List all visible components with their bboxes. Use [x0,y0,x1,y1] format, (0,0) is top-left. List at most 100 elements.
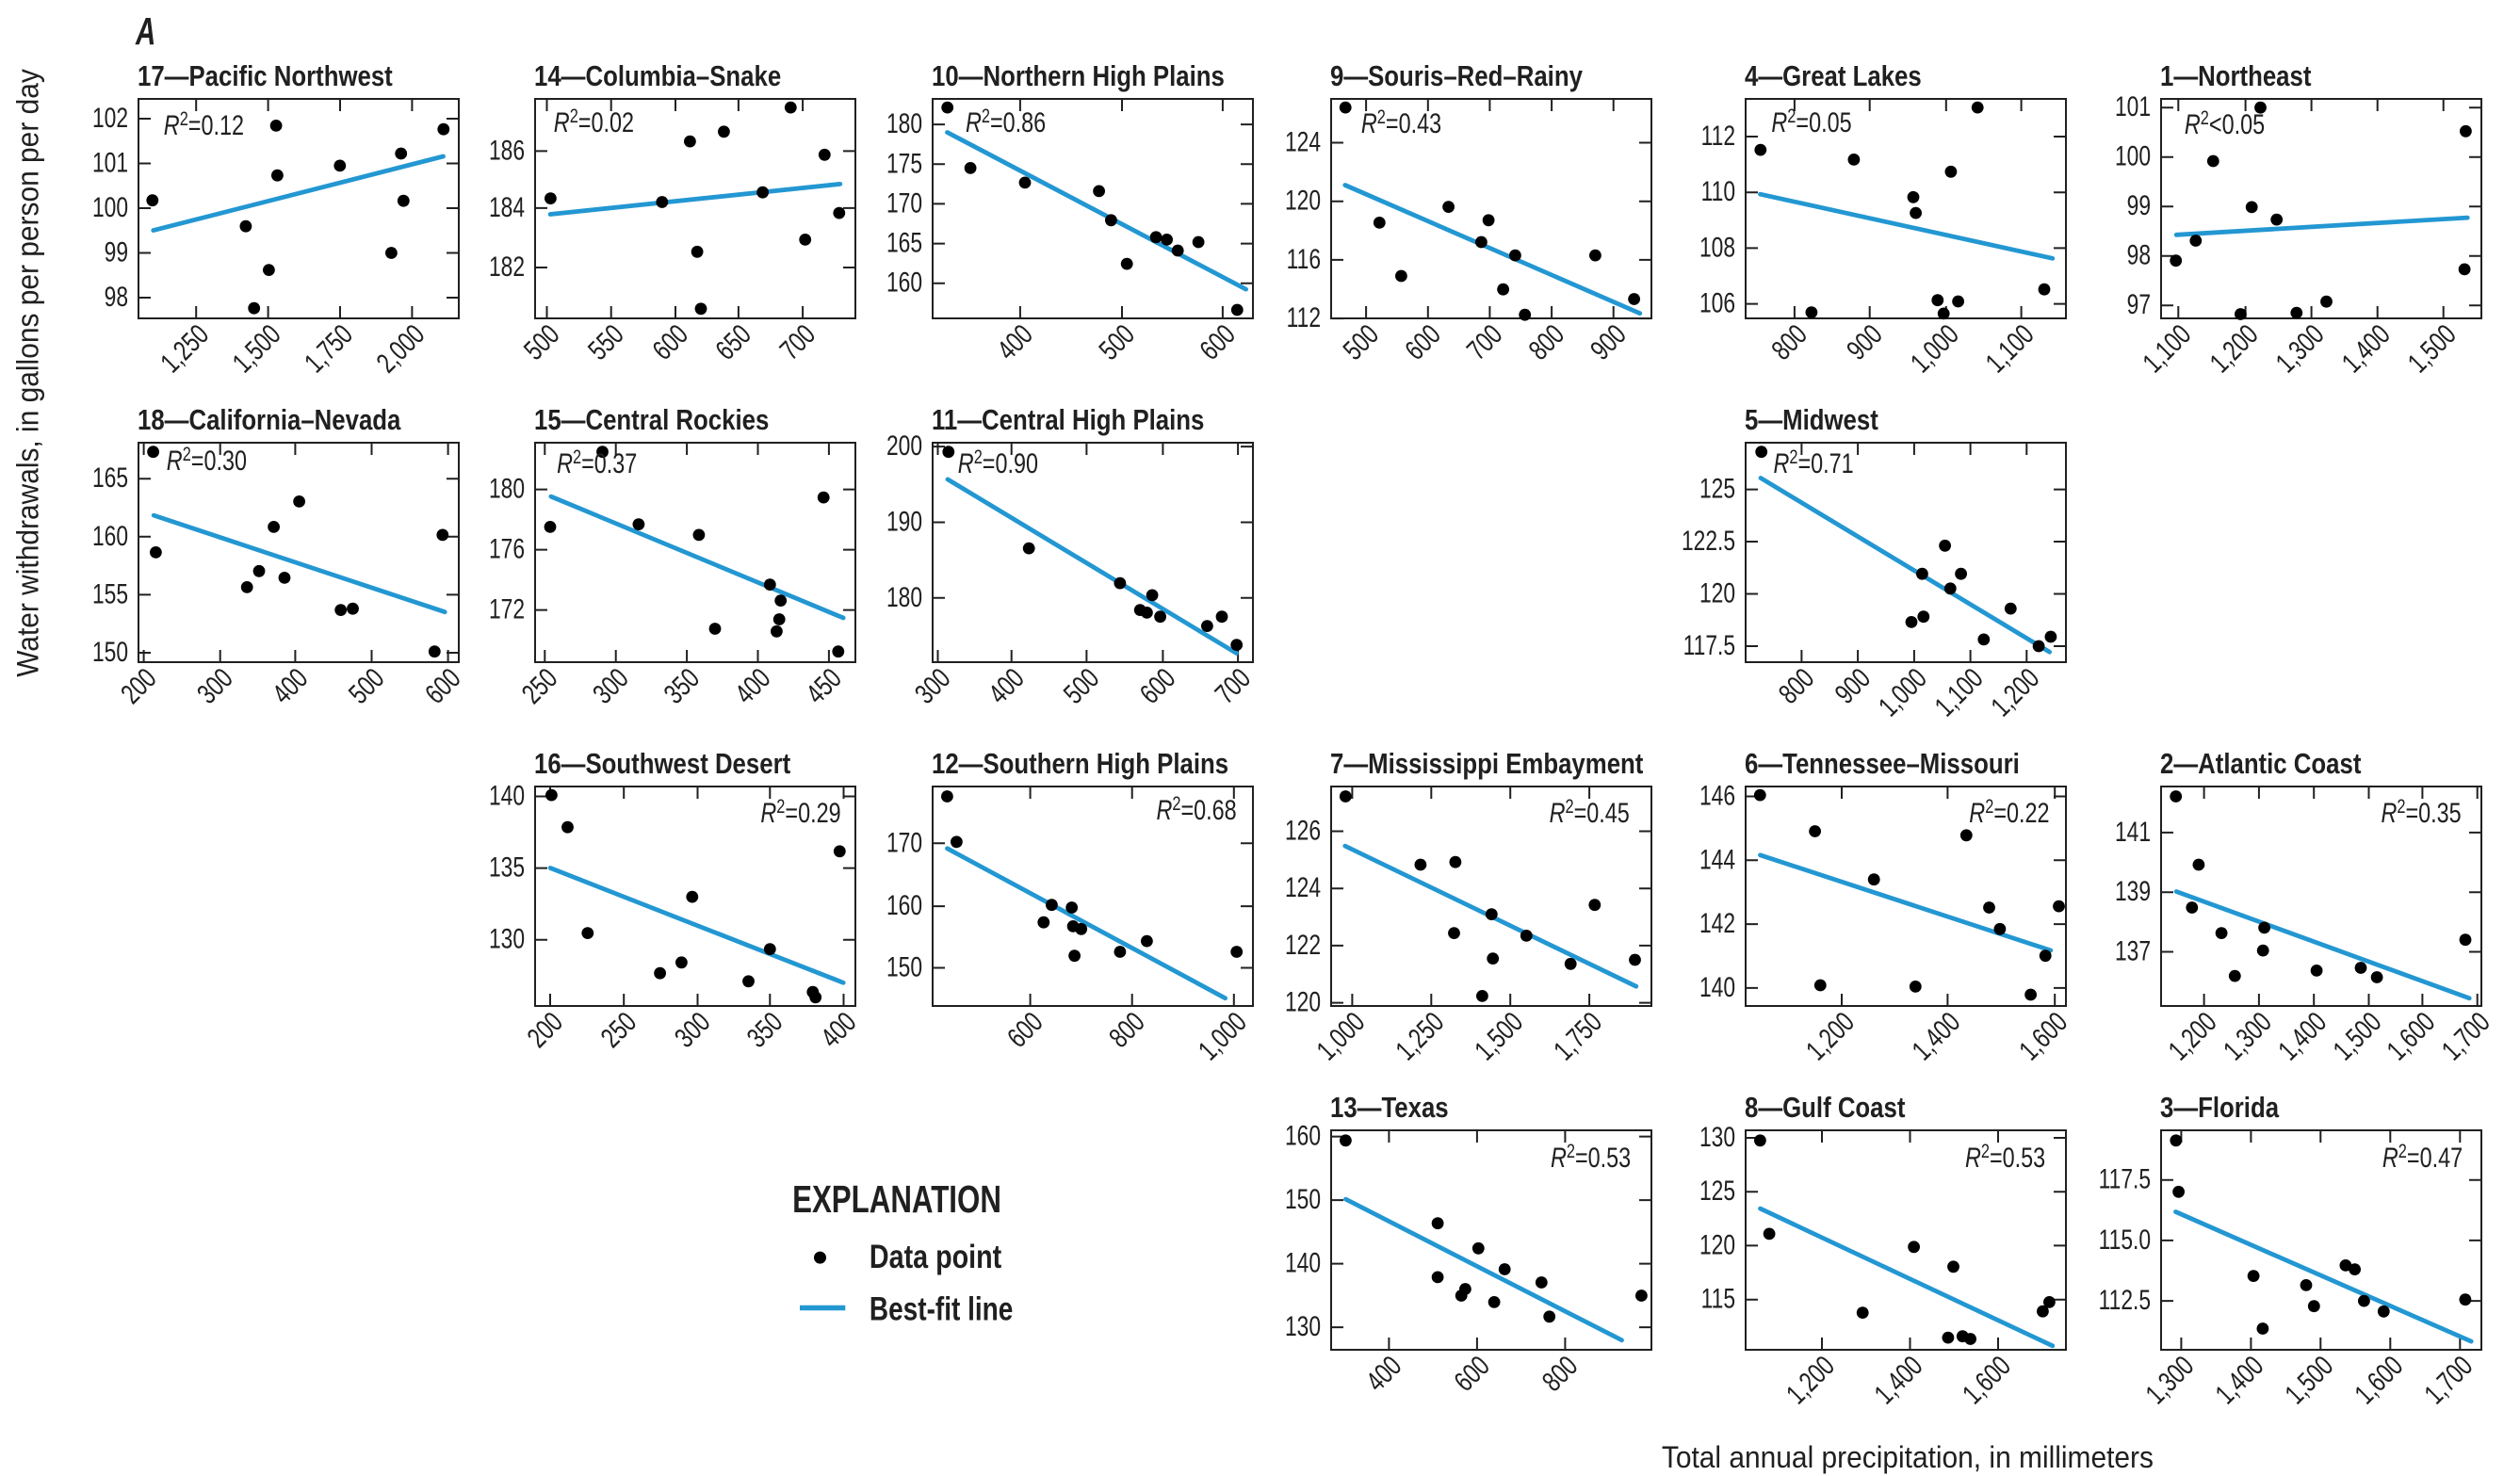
svg-text:R2=0.43: R2=0.43 [1361,105,1441,139]
svg-text:R2=0.71: R2=0.71 [1774,446,1854,479]
svg-text:98: 98 [105,281,128,313]
svg-text:144: 144 [1699,843,1735,875]
svg-text:120: 120 [1699,1228,1735,1260]
svg-text:R2=0.37: R2=0.37 [557,446,637,479]
svg-text:146: 146 [1699,779,1735,811]
svg-text:124: 124 [1285,871,1321,903]
svg-text:112: 112 [1701,120,1735,152]
svg-text:17—Pacific Northwest: 17—Pacific Northwest [138,60,393,93]
svg-text:98: 98 [2127,239,2151,271]
svg-text:100: 100 [2115,140,2151,172]
svg-text:182: 182 [489,251,525,283]
svg-text:172: 172 [489,593,525,625]
svg-text:117.5: 117.5 [1683,629,1735,661]
svg-text:141: 141 [2115,816,2151,848]
svg-text:125: 125 [1699,473,1735,505]
svg-text:11—Central High Plains: 11—Central High Plains [932,404,1204,437]
svg-text:101: 101 [92,146,128,178]
svg-text:10—Northern High Plains: 10—Northern High Plains [932,60,1225,93]
svg-text:165: 165 [92,462,128,494]
svg-text:R2=0.05: R2=0.05 [1771,105,1851,138]
svg-text:99: 99 [2127,189,2151,221]
svg-text:160: 160 [92,520,128,552]
svg-text:101: 101 [2115,90,2151,122]
svg-text:R2=0.53: R2=0.53 [1551,1140,1631,1174]
svg-text:142: 142 [1699,907,1735,939]
svg-text:124: 124 [1285,125,1321,157]
svg-text:2—Atlantic Coast: 2—Atlantic Coast [2160,748,2362,781]
svg-text:12—Southern High Plains: 12—Southern High Plains [932,748,1228,781]
svg-text:A: A [135,9,155,53]
svg-text:Data point: Data point [870,1238,1002,1274]
svg-text:160: 160 [886,267,922,299]
svg-text:130: 130 [1699,1121,1735,1153]
svg-text:120: 120 [1699,576,1735,608]
svg-text:180: 180 [489,473,525,505]
svg-text:130: 130 [489,923,525,955]
svg-text:140: 140 [1699,971,1735,1003]
svg-text:13—Texas: 13—Texas [1330,1092,1449,1125]
svg-text:112: 112 [1287,301,1321,333]
svg-text:R2<0.05: R2<0.05 [2185,106,2265,140]
svg-text:200: 200 [886,430,922,462]
svg-text:EXPLANATION: EXPLANATION [792,1177,1001,1221]
svg-text:106: 106 [1699,287,1735,319]
svg-text:117.5: 117.5 [2099,1163,2151,1195]
svg-text:160: 160 [886,889,922,921]
svg-text:180: 180 [886,581,922,613]
svg-text:120: 120 [1285,185,1321,217]
svg-text:170: 170 [886,187,922,219]
svg-text:R2=0.22: R2=0.22 [1969,795,2049,829]
svg-text:140: 140 [1285,1247,1321,1279]
svg-text:97: 97 [2127,288,2151,320]
svg-text:3—Florida: 3—Florida [2160,1092,2280,1125]
svg-text:137: 137 [2115,934,2151,966]
svg-text:165: 165 [886,227,922,259]
svg-text:1—Northeast: 1—Northeast [2160,60,2312,93]
svg-text:R2=0.68: R2=0.68 [1157,792,1237,826]
svg-text:R2=0.90: R2=0.90 [958,446,1038,479]
svg-text:175: 175 [886,147,922,179]
svg-text:122: 122 [1285,929,1321,961]
svg-text:160: 160 [1285,1120,1321,1152]
svg-text:14—Columbia–Snake: 14—Columbia–Snake [534,60,781,93]
svg-text:Total annual precipitation, in: Total annual precipitation, in millimete… [1662,1440,2154,1474]
svg-text:15—Central Rockies: 15—Central Rockies [534,404,769,437]
svg-text:R2=0.45: R2=0.45 [1550,795,1630,829]
svg-text:R2=0.29: R2=0.29 [760,795,840,829]
svg-text:180: 180 [886,107,922,139]
svg-text:190: 190 [886,505,922,537]
svg-text:R2=0.35: R2=0.35 [2382,795,2462,829]
svg-text:150: 150 [886,950,922,982]
svg-text:184: 184 [489,191,525,223]
svg-text:100: 100 [92,191,128,223]
svg-text:112.5: 112.5 [2099,1284,2151,1316]
svg-text:102: 102 [92,102,128,134]
svg-text:150: 150 [1285,1183,1321,1215]
svg-text:16—Southwest Desert: 16—Southwest Desert [534,748,791,781]
svg-text:130: 130 [1285,1310,1321,1342]
svg-text:R2=0.12: R2=0.12 [164,107,244,141]
svg-text:8—Gulf Coast: 8—Gulf Coast [1745,1092,1906,1125]
svg-text:115.0: 115.0 [2099,1224,2151,1256]
svg-text:116: 116 [1287,243,1321,275]
svg-text:Water withdrawals, in gallons: Water withdrawals, in gallons per person… [11,69,45,677]
svg-text:6—Tennessee–Missouri: 6—Tennessee–Missouri [1745,748,2020,781]
svg-text:115: 115 [1701,1283,1735,1315]
svg-text:126: 126 [1285,814,1321,846]
svg-text:110: 110 [1701,175,1735,207]
svg-text:R2=0.86: R2=0.86 [966,105,1046,138]
svg-text:108: 108 [1699,231,1735,263]
svg-text:R2=0.02: R2=0.02 [554,105,634,138]
svg-text:176: 176 [489,533,525,565]
svg-text:120: 120 [1285,986,1321,1018]
svg-text:125: 125 [1699,1175,1735,1207]
svg-text:4—Great Lakes: 4—Great Lakes [1745,60,1922,93]
svg-text:9—Souris–Red–Rainy: 9—Souris–Red–Rainy [1330,60,1583,93]
svg-text:5—Midwest: 5—Midwest [1745,404,1878,437]
svg-text:18—California–Nevada: 18—California–Nevada [138,404,401,437]
svg-text:R2=0.30: R2=0.30 [167,443,247,477]
svg-text:170: 170 [886,826,922,858]
svg-text:R2=0.47: R2=0.47 [2382,1140,2463,1174]
svg-text:140: 140 [489,779,525,811]
